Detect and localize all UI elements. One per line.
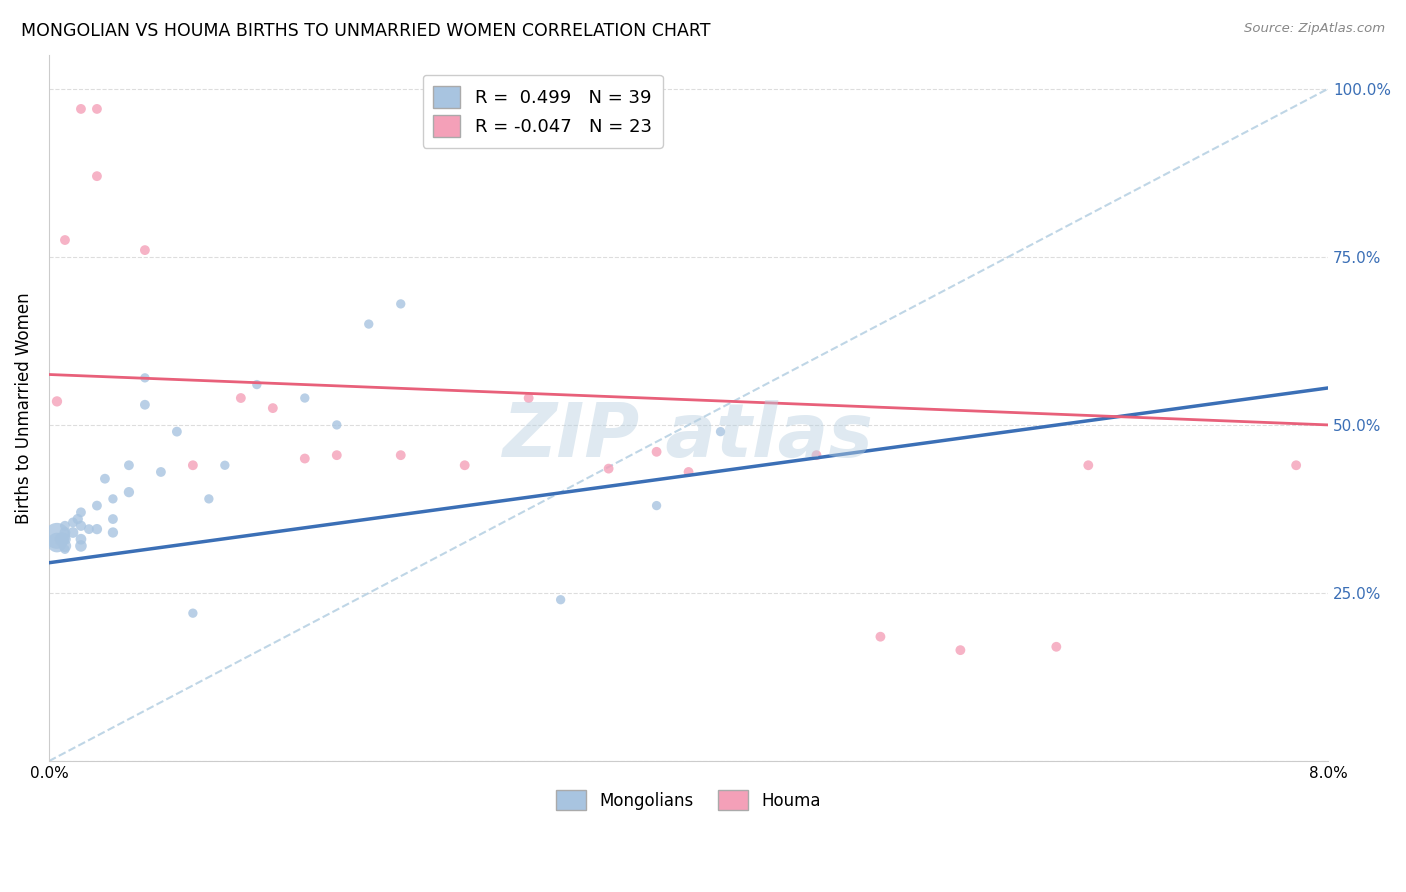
Text: Source: ZipAtlas.com: Source: ZipAtlas.com xyxy=(1244,22,1385,36)
Point xyxy=(94,472,117,486)
Point xyxy=(1285,458,1308,473)
Point xyxy=(70,518,93,533)
Point xyxy=(101,525,124,540)
Point xyxy=(62,525,84,540)
Point xyxy=(598,461,620,475)
Point xyxy=(53,542,76,557)
Point xyxy=(66,512,89,526)
Point xyxy=(517,391,540,405)
Point xyxy=(134,243,156,257)
Point xyxy=(118,485,141,500)
Point xyxy=(53,532,76,546)
Point xyxy=(62,516,84,530)
Point xyxy=(70,505,93,519)
Point xyxy=(86,102,108,116)
Point xyxy=(86,169,108,183)
Point xyxy=(101,512,124,526)
Point xyxy=(70,102,93,116)
Point xyxy=(326,417,349,432)
Point xyxy=(46,535,69,549)
Point xyxy=(46,394,69,409)
Point xyxy=(53,539,76,553)
Point xyxy=(86,499,108,513)
Point xyxy=(46,529,69,543)
Point xyxy=(294,451,316,466)
Point xyxy=(389,297,412,311)
Point xyxy=(645,499,668,513)
Point xyxy=(357,317,380,331)
Point xyxy=(118,458,141,473)
Point xyxy=(869,630,891,644)
Point xyxy=(149,465,172,479)
Point xyxy=(806,448,828,462)
Point xyxy=(645,445,668,459)
Point xyxy=(262,401,284,416)
Point xyxy=(294,391,316,405)
Point xyxy=(709,425,731,439)
Text: MONGOLIAN VS HOUMA BIRTHS TO UNMARRIED WOMEN CORRELATION CHART: MONGOLIAN VS HOUMA BIRTHS TO UNMARRIED W… xyxy=(21,22,710,40)
Point xyxy=(181,606,204,620)
Point xyxy=(53,525,76,540)
Point xyxy=(949,643,972,657)
Legend: Mongolians, Houma: Mongolians, Houma xyxy=(550,784,828,816)
Point xyxy=(70,539,93,553)
Y-axis label: Births to Unmarried Women: Births to Unmarried Women xyxy=(15,293,32,524)
Point xyxy=(134,398,156,412)
Point xyxy=(246,377,269,392)
Point xyxy=(53,233,76,247)
Point xyxy=(181,458,204,473)
Point xyxy=(678,465,700,479)
Point xyxy=(550,592,572,607)
Point xyxy=(166,425,188,439)
Point xyxy=(101,491,124,506)
Point xyxy=(53,518,76,533)
Point xyxy=(70,532,93,546)
Point xyxy=(198,491,221,506)
Point xyxy=(51,532,73,546)
Point xyxy=(229,391,252,405)
Point xyxy=(1077,458,1099,473)
Point xyxy=(214,458,236,473)
Point xyxy=(389,448,412,462)
Point xyxy=(77,522,100,536)
Point xyxy=(86,522,108,536)
Point xyxy=(134,371,156,385)
Point xyxy=(326,448,349,462)
Point xyxy=(454,458,477,473)
Text: ZIP atlas: ZIP atlas xyxy=(503,400,875,473)
Point xyxy=(1045,640,1067,654)
